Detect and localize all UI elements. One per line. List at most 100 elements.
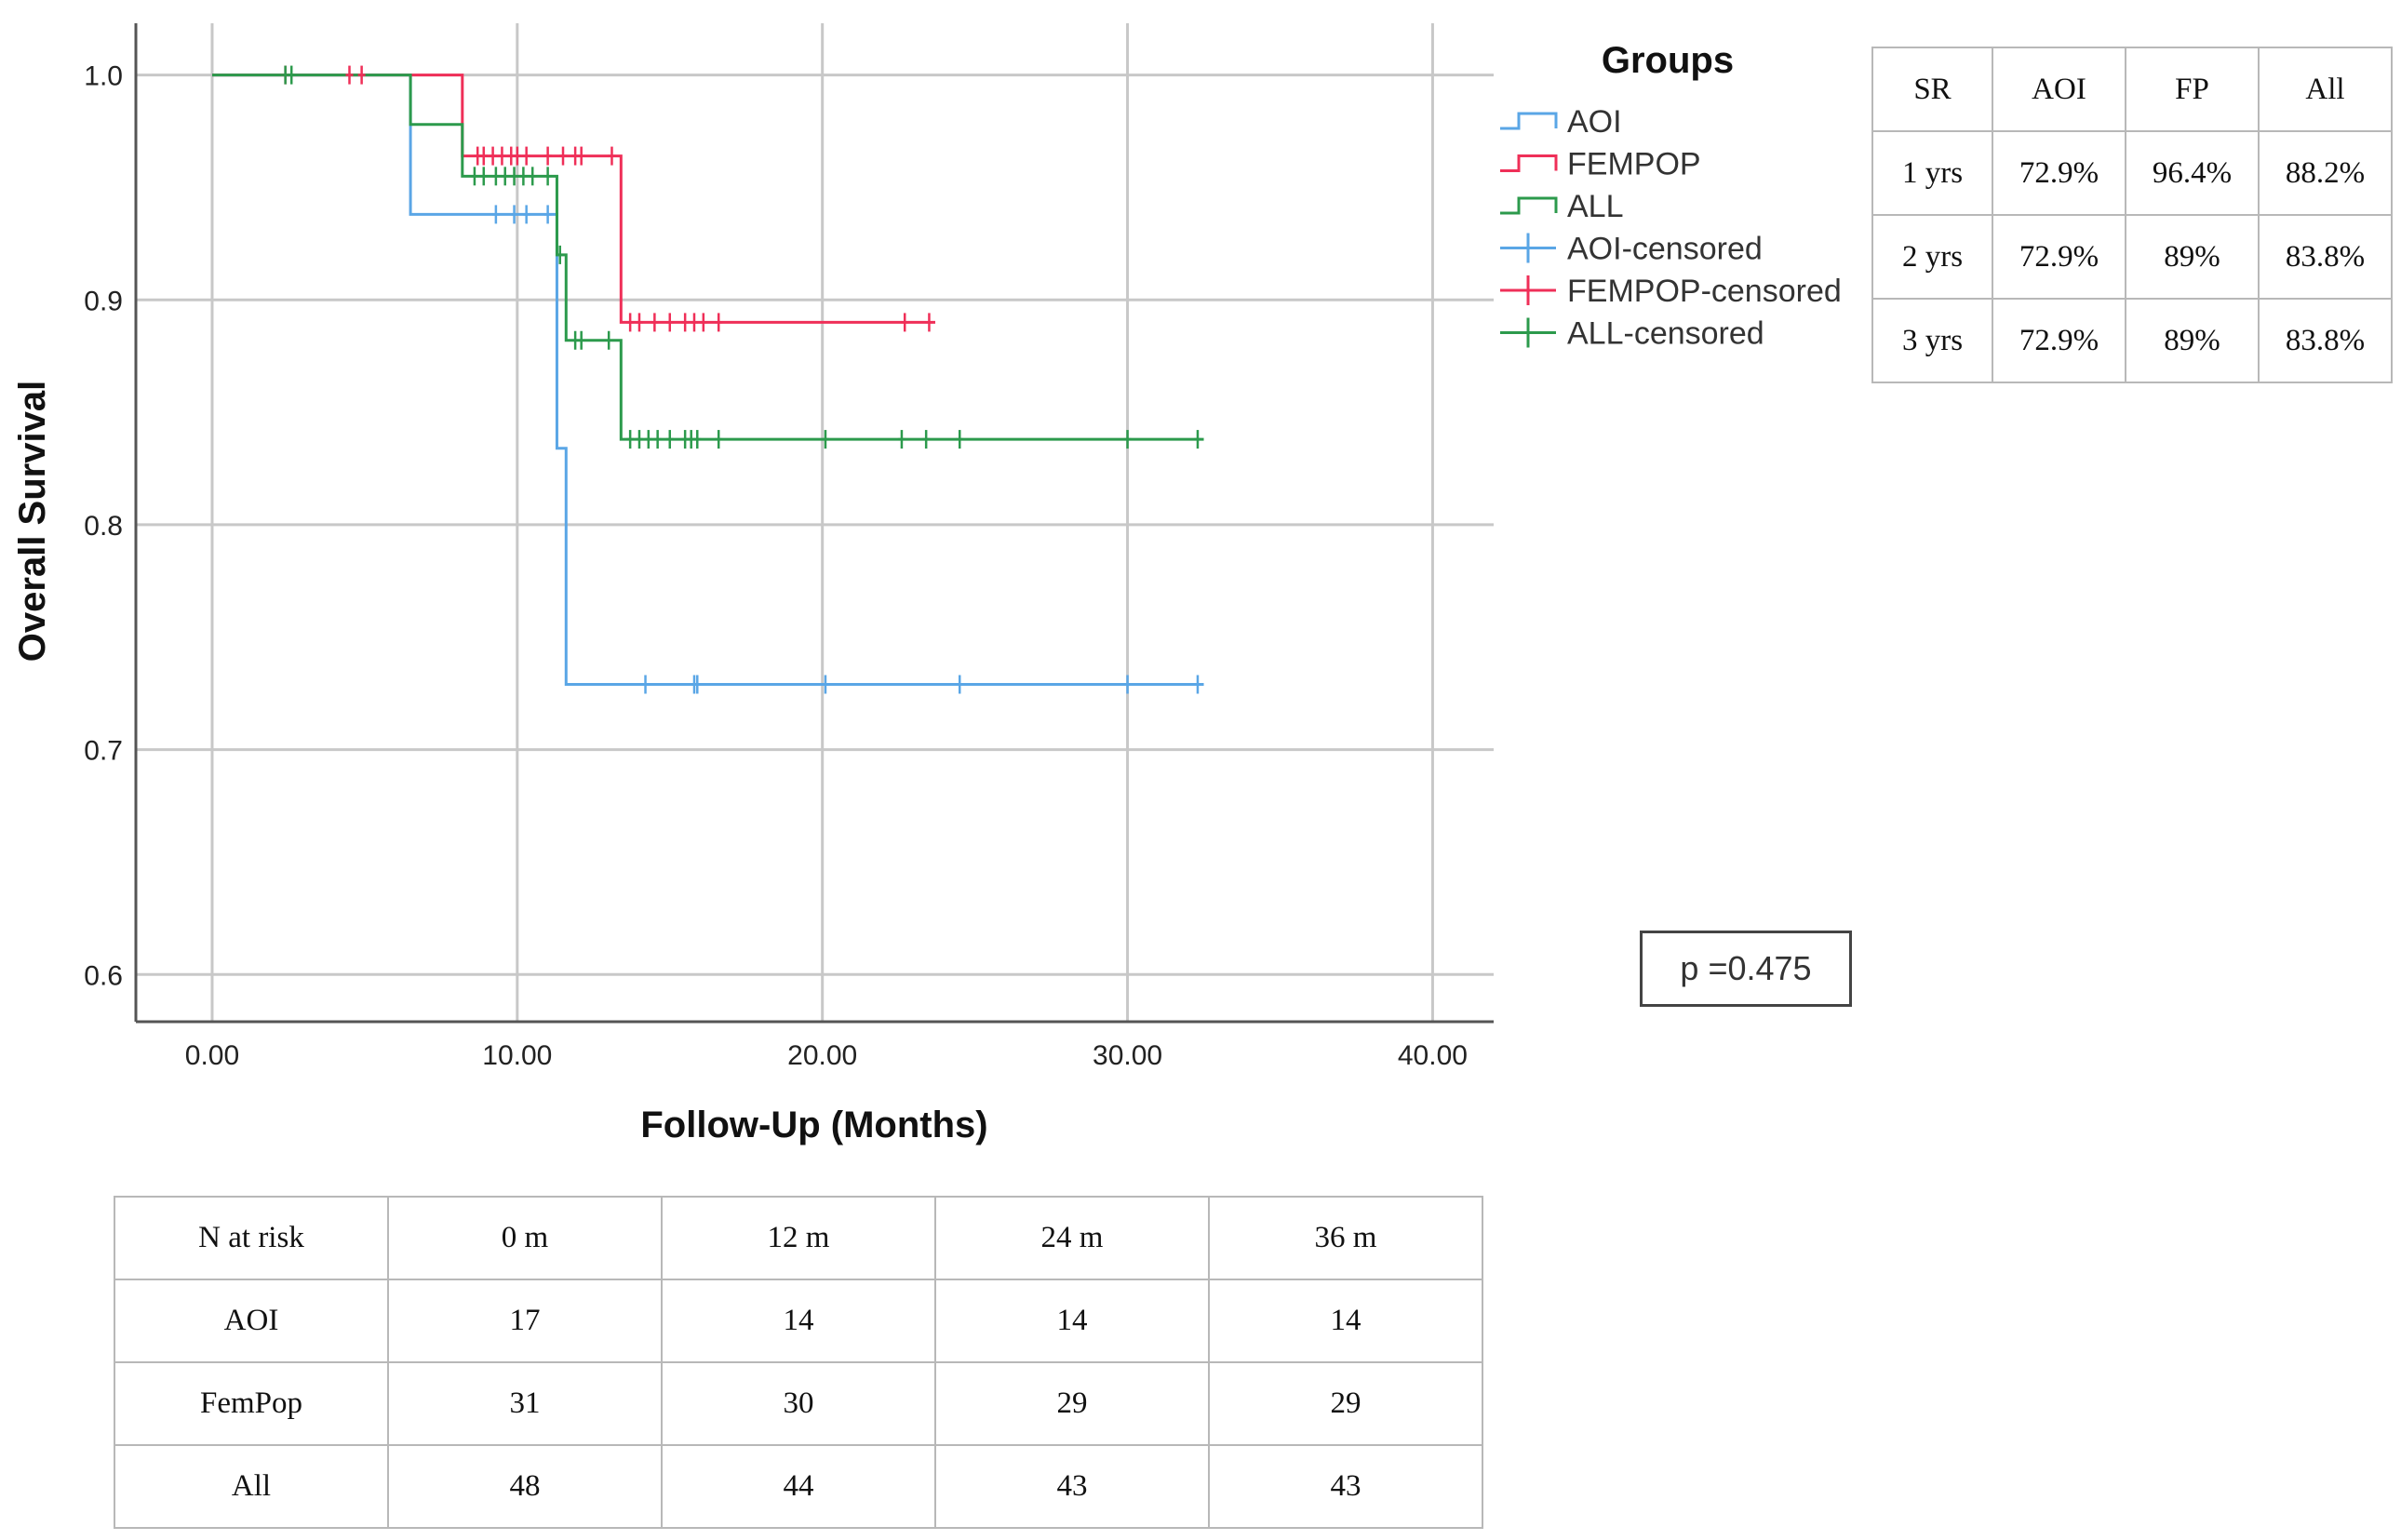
legend-title: Groups bbox=[1602, 40, 1734, 81]
censor-mark-fempop bbox=[345, 65, 354, 85]
y-tick-label: 0.7 bbox=[84, 736, 123, 767]
table-row: SR AOI FP All bbox=[1871, 47, 2393, 132]
legend: Groups AOI FEMPOP ALL AOI-censored FEMPOP-ce… bbox=[1500, 40, 1842, 352]
table-header-cell: AOI bbox=[1992, 47, 2126, 132]
legend-swatch-line bbox=[1500, 196, 1558, 215]
x-tick-label: 20.00 bbox=[787, 1040, 857, 1071]
censor-mark-aoi bbox=[956, 675, 964, 694]
table-row: AOI 17 14 14 14 bbox=[114, 1279, 1483, 1363]
table-cell: 3 yrs bbox=[1871, 298, 1993, 383]
censor-marks bbox=[281, 65, 1201, 694]
censor-mark-all bbox=[510, 167, 518, 186]
table-cell: 2 yrs bbox=[1871, 214, 1993, 300]
table-cell: 44 bbox=[661, 1444, 936, 1529]
censor-mark-fempop bbox=[635, 313, 643, 332]
table-row: All 48 44 43 43 bbox=[114, 1444, 1483, 1529]
table-cell: 29 bbox=[1208, 1361, 1483, 1446]
table-cell: 88.2% bbox=[2258, 130, 2393, 216]
censor-mark-all bbox=[626, 430, 635, 449]
table-cell: 29 bbox=[934, 1361, 1210, 1446]
table-row: 1 yrs 72.9% 96.4% 88.2% bbox=[1871, 130, 2393, 216]
table-cell: 72.9% bbox=[1992, 298, 2126, 383]
censor-mark-all bbox=[665, 430, 674, 449]
table-cell: 96.4% bbox=[2125, 130, 2260, 216]
table-header-cell: All bbox=[2258, 47, 2393, 132]
censor-mark-aoi bbox=[641, 675, 650, 694]
survival-curves bbox=[211, 74, 1204, 686]
x-axis-title: Follow-Up (Months) bbox=[640, 1105, 987, 1145]
censor-mark-aoi bbox=[1123, 675, 1132, 694]
table-cell: 89% bbox=[2125, 298, 2260, 383]
censor-mark-all bbox=[529, 167, 537, 186]
censor-mark-all bbox=[519, 167, 528, 186]
censor-mark-fempop bbox=[690, 313, 698, 332]
censor-mark-all bbox=[1123, 430, 1132, 449]
censor-mark-fempop bbox=[608, 146, 616, 166]
table-header-cell: SR bbox=[1871, 47, 1993, 132]
x-tick-label: 40.00 bbox=[1398, 1040, 1468, 1071]
legend-item: AOI-censored bbox=[1500, 232, 1763, 267]
legend-item: ALL-censored bbox=[1500, 316, 1764, 352]
censor-mark-all bbox=[288, 65, 296, 85]
legend-item: ALL bbox=[1500, 189, 1624, 224]
legend-label: AOI bbox=[1567, 104, 1622, 140]
censor-mark-all bbox=[577, 330, 585, 350]
legend-item: AOI bbox=[1500, 104, 1622, 140]
survival-curve-aoi bbox=[211, 74, 1204, 686]
table-cell: 83.8% bbox=[2258, 298, 2393, 383]
censor-mark-all bbox=[605, 330, 613, 350]
censor-mark-all bbox=[693, 430, 702, 449]
censor-mark-fempop bbox=[651, 313, 659, 332]
legend-item: FEMPOP bbox=[1500, 147, 1701, 182]
number-at-risk-table: N at risk 0 m 12 m 24 m 36 m AOI 17 14 1… bbox=[114, 1196, 1483, 1529]
table-row: 3 yrs 72.9% 89% 83.8% bbox=[1871, 298, 2393, 383]
table-cell: 48 bbox=[387, 1444, 663, 1529]
legend-label: ALL-censored bbox=[1567, 316, 1764, 352]
x-tick-label: 10.00 bbox=[482, 1040, 552, 1071]
legend-label: AOI-censored bbox=[1567, 232, 1763, 267]
table-header-cell: FP bbox=[2125, 47, 2260, 132]
legend-swatch-line bbox=[1500, 112, 1558, 130]
tick-labels: 0.6 0.7 0.8 0.9 1.0 0.00 10.00 20.00 30.00 40.00 bbox=[84, 61, 1468, 1071]
table-cell: 89% bbox=[2125, 214, 2260, 300]
censor-mark-all bbox=[715, 430, 723, 449]
legend-label: ALL bbox=[1567, 189, 1624, 224]
legend-item: FEMPOP-censored bbox=[1500, 274, 1842, 309]
censor-mark-all bbox=[956, 430, 964, 449]
y-tick-label: 1.0 bbox=[84, 61, 123, 92]
censor-mark-fempop bbox=[925, 313, 933, 332]
table-cell: FemPop bbox=[114, 1361, 389, 1446]
censor-mark-fempop bbox=[699, 313, 707, 332]
y-tick-label: 0.6 bbox=[84, 960, 123, 991]
censor-mark-fempop bbox=[681, 313, 690, 332]
censor-mark-fempop bbox=[489, 146, 497, 166]
censor-mark-fempop bbox=[901, 313, 909, 332]
censor-mark-all bbox=[635, 430, 643, 449]
survival-curve-fempop bbox=[211, 74, 936, 324]
censor-mark-fempop bbox=[498, 146, 506, 166]
axes bbox=[134, 23, 1494, 1024]
table-row: N at risk 0 m 12 m 24 m 36 m bbox=[114, 1196, 1483, 1280]
censor-mark-aoi bbox=[522, 205, 530, 224]
censor-mark-fempop bbox=[513, 146, 521, 166]
censor-mark-all bbox=[479, 167, 488, 186]
table-cell: AOI bbox=[114, 1279, 389, 1363]
table-header-cell: N at risk bbox=[114, 1196, 389, 1280]
y-tick-label: 0.9 bbox=[84, 286, 123, 316]
table-cell: 72.9% bbox=[1992, 130, 2126, 216]
censor-mark-fempop bbox=[665, 313, 674, 332]
censor-mark-fempop bbox=[479, 146, 488, 166]
table-cell: 14 bbox=[661, 1279, 936, 1363]
table-header-cell: 24 m bbox=[934, 1196, 1210, 1280]
table-cell: 31 bbox=[387, 1361, 663, 1446]
censor-mark-all bbox=[501, 167, 509, 186]
x-tick-label: 30.00 bbox=[1093, 1040, 1162, 1071]
table-cell: 30 bbox=[661, 1361, 936, 1446]
censor-mark-all bbox=[644, 430, 652, 449]
censor-mark-all bbox=[491, 167, 500, 186]
censor-mark-all bbox=[1193, 430, 1201, 449]
censor-mark-all bbox=[653, 430, 662, 449]
censor-mark-aoi bbox=[491, 205, 500, 224]
table-row: 2 yrs 72.9% 89% 83.8% bbox=[1871, 214, 2393, 300]
